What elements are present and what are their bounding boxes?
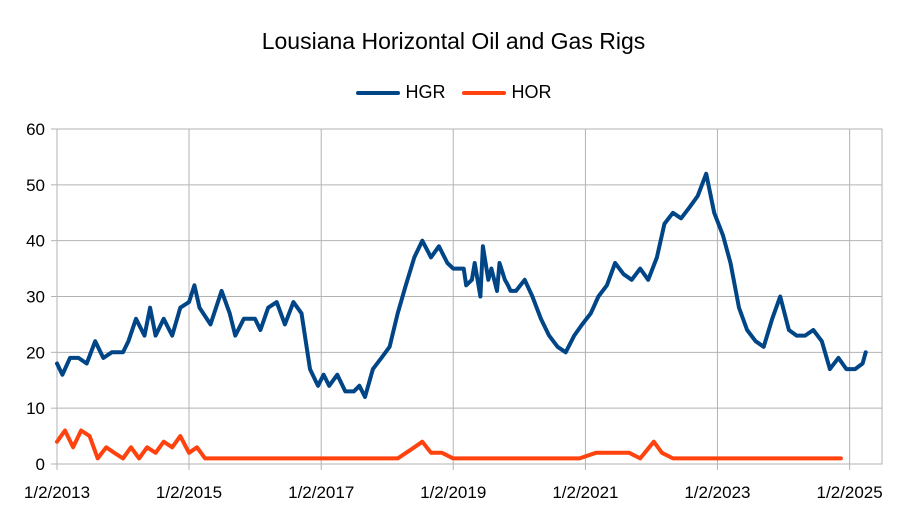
y-tick-label: 10 [26, 399, 45, 418]
x-tick-label: 1/2/2017 [288, 483, 354, 502]
x-tick-label: 1/2/2013 [24, 483, 90, 502]
y-tick-label: 0 [36, 455, 45, 474]
x-tick-label: 1/2/2025 [817, 483, 883, 502]
y-tick-label: 60 [26, 120, 45, 139]
legend-item-hor: HOR [461, 82, 552, 103]
y-tick-label: 40 [26, 232, 45, 251]
legend-swatch-hgr [355, 90, 400, 95]
x-tick-label: 1/2/2015 [156, 483, 222, 502]
legend-label-hgr: HGR [405, 82, 446, 102]
y-tick-label: 30 [26, 288, 45, 307]
series-line-hor [55, 428, 843, 461]
plot-frame [56, 128, 883, 465]
legend: HGR HOR [0, 82, 907, 103]
legend-item-hgr: HGR [355, 82, 446, 103]
x-tick-label: 1/2/2019 [420, 483, 486, 502]
x-tick-label: 1/2/2023 [684, 483, 750, 502]
x-tick-label: 1/2/2021 [552, 483, 618, 502]
chart-title: Lousiana Horizontal Oil and Gas Rigs [261, 28, 646, 54]
legend-swatch-hor [461, 90, 506, 95]
legend-label-hor: HOR [511, 82, 552, 102]
series-line-hgr [55, 171, 868, 399]
y-tick-label: 50 [26, 176, 45, 195]
y-tick-label: 20 [26, 343, 45, 362]
